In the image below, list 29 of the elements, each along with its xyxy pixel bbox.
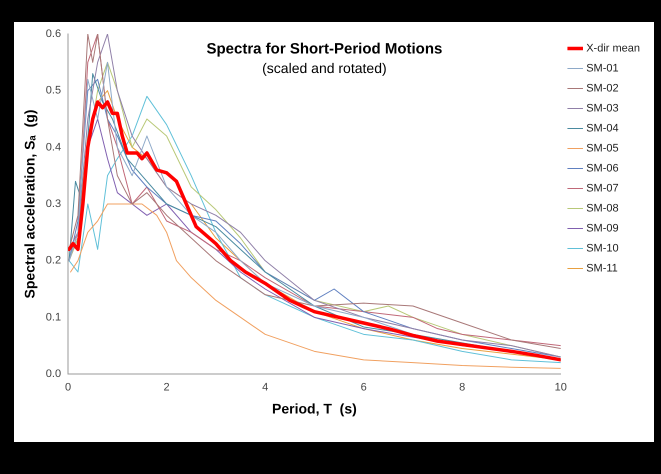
x-tick-label: 2	[164, 382, 170, 394]
legend-label: SM-04	[586, 122, 619, 135]
x-axis-title: Period, T (s)	[272, 400, 357, 416]
text: Spectra for Short-Period Motions	[206, 40, 442, 58]
legend-label: SM-11	[586, 262, 618, 275]
legend-label: SM-06	[586, 162, 619, 175]
y-tick-label: 0.4	[46, 141, 62, 154]
legend-label: SM-02	[586, 82, 619, 95]
x-tick-label: 6	[360, 382, 367, 394]
legend-label: SM-09	[586, 222, 619, 235]
x-tick-label: 0	[65, 382, 72, 394]
x-tick-label: 10	[554, 382, 567, 394]
y-tick-label: 0.5	[46, 84, 62, 97]
y-tick-label: 0.2	[46, 254, 62, 267]
legend-label: SM-01	[586, 62, 619, 75]
legend-label: SM-05	[586, 142, 619, 155]
legend-label: SM-10	[586, 242, 619, 255]
legend-label: SM-08	[586, 202, 619, 215]
y-tick-label: 0.1	[46, 311, 62, 324]
x-tick-label: 4	[262, 382, 268, 394]
x-tick-label: 8	[459, 382, 466, 394]
y-axis-title: Spectral acceleration, Sₐ (g)	[21, 110, 38, 298]
y-tick-label: 0.0	[46, 368, 62, 380]
legend-label: SM-07	[586, 182, 619, 195]
y-tick-label: 0.6	[46, 28, 62, 40]
legend-label: X-dir mean	[586, 42, 640, 55]
y-tick-label: 0.3	[46, 198, 62, 210]
text: (scaled and rotated)	[262, 60, 387, 76]
legend-label: SM-03	[586, 102, 619, 115]
